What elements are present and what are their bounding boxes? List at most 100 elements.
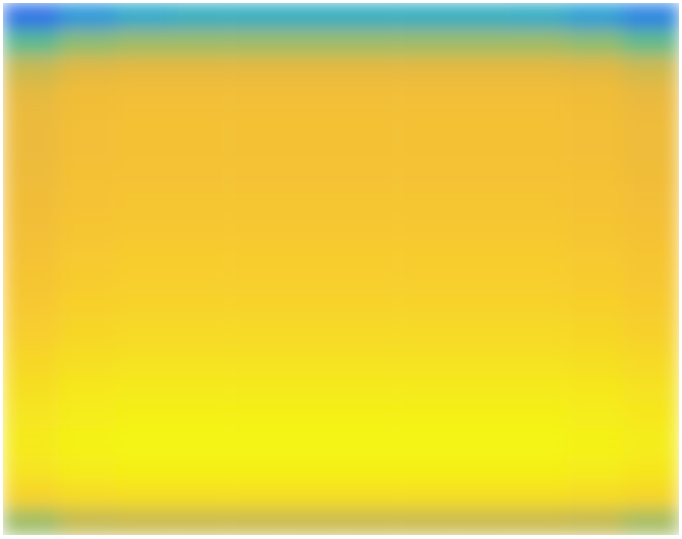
heatmap-cell (228, 3, 285, 30)
heatmap-cells (3, 3, 679, 535)
heatmap-cell (454, 349, 511, 376)
heatmap-cell (228, 30, 285, 57)
heatmap-cell (285, 30, 342, 57)
heatmap-cell (59, 30, 116, 57)
heatmap-cell (3, 429, 60, 456)
heatmap-cell (285, 269, 342, 296)
heatmap-cell (623, 455, 679, 482)
heatmap-cell (454, 402, 511, 429)
heatmap-cell (397, 216, 454, 243)
heatmap-cell (510, 482, 567, 509)
heatmap-cell (172, 189, 229, 216)
heatmap-cell (116, 109, 173, 136)
heatmap-cell (59, 216, 116, 243)
heatmap-cell (623, 375, 679, 402)
heatmap-cell (566, 482, 623, 509)
heatmap-cell (397, 30, 454, 57)
heatmap-cell (454, 455, 511, 482)
heatmap-cell (172, 269, 229, 296)
heatmap-cell (510, 56, 567, 83)
heatmap-cell (454, 482, 511, 509)
heatmap-cell (623, 83, 679, 110)
heatmap-cell (510, 163, 567, 190)
heatmap-cell (454, 163, 511, 190)
heatmap-cell (228, 269, 285, 296)
heatmap-cell (59, 56, 116, 83)
heatmap-cell (228, 482, 285, 509)
heatmap-cell (172, 455, 229, 482)
heatmap-cell (3, 508, 60, 535)
heatmap-cell (510, 136, 567, 163)
heatmap-cell (285, 455, 342, 482)
heatmap-cell (454, 30, 511, 57)
heatmap-cell (341, 508, 398, 535)
heatmap-cell (510, 296, 567, 323)
heatmap-cell (285, 429, 342, 456)
heatmap-cell (510, 216, 567, 243)
heatmap-cell (172, 242, 229, 269)
heatmap-cell (3, 216, 60, 243)
heatmap-cell (341, 242, 398, 269)
heatmap-cell (3, 242, 60, 269)
heatmap-cell (510, 3, 567, 30)
heatmap-cell (454, 216, 511, 243)
heatmap-cell (341, 402, 398, 429)
heatmap-cell (59, 269, 116, 296)
heatmap-cell (172, 30, 229, 57)
heatmap-cell (397, 242, 454, 269)
heatmap-cell (510, 269, 567, 296)
heatmap-cell (285, 3, 342, 30)
heatmap-cell (397, 402, 454, 429)
heatmap-cell (454, 242, 511, 269)
heatmap-cell (623, 429, 679, 456)
heatmap-cell (454, 508, 511, 535)
heatmap-cell (341, 83, 398, 110)
heatmap-cell (228, 429, 285, 456)
heatmap-cell (116, 83, 173, 110)
heatmap-cell (566, 508, 623, 535)
heatmap-cell (341, 56, 398, 83)
heatmap-cell (228, 402, 285, 429)
heatmap-cell (172, 163, 229, 190)
heatmap-cell (59, 3, 116, 30)
heatmap-cell (285, 508, 342, 535)
heatmap-cell (397, 375, 454, 402)
heatmap-cell (228, 136, 285, 163)
heatmap-cell (172, 375, 229, 402)
heatmap-cell (341, 455, 398, 482)
heatmap-cell (228, 56, 285, 83)
heatmap-cell (3, 349, 60, 376)
heatmap-cell (3, 375, 60, 402)
heatmap-cell (116, 30, 173, 57)
heatmap-cell (285, 322, 342, 349)
heatmap-cell (228, 296, 285, 323)
heatmap-cell (172, 109, 229, 136)
heatmap-cell (3, 83, 60, 110)
cell-layer (3, 3, 679, 535)
heatmap-cell (397, 429, 454, 456)
heatmap-cell (566, 349, 623, 376)
heatmap-cell (454, 375, 511, 402)
heatmap-cell (228, 216, 285, 243)
heatmap-cell (3, 56, 60, 83)
heatmap-cell (623, 349, 679, 376)
heatmap-cell (510, 375, 567, 402)
heatmap-cell (285, 482, 342, 509)
heatmap-cell (454, 322, 511, 349)
heatmap-cell (341, 136, 398, 163)
heatmap-cell (59, 296, 116, 323)
heatmap-cell (566, 375, 623, 402)
heatmap-cell (59, 402, 116, 429)
heatmap-cell (59, 189, 116, 216)
heatmap-cell (510, 322, 567, 349)
heatmap-cell (59, 429, 116, 456)
heatmap-cell (566, 3, 623, 30)
heatmap-cell (172, 349, 229, 376)
heatmap-cell (3, 109, 60, 136)
heatmap-cell (566, 56, 623, 83)
heatmap-cell (566, 83, 623, 110)
heatmap-cell (3, 163, 60, 190)
heatmap-cell (566, 242, 623, 269)
heatmap-cell (116, 402, 173, 429)
heatmap-cell (285, 189, 342, 216)
